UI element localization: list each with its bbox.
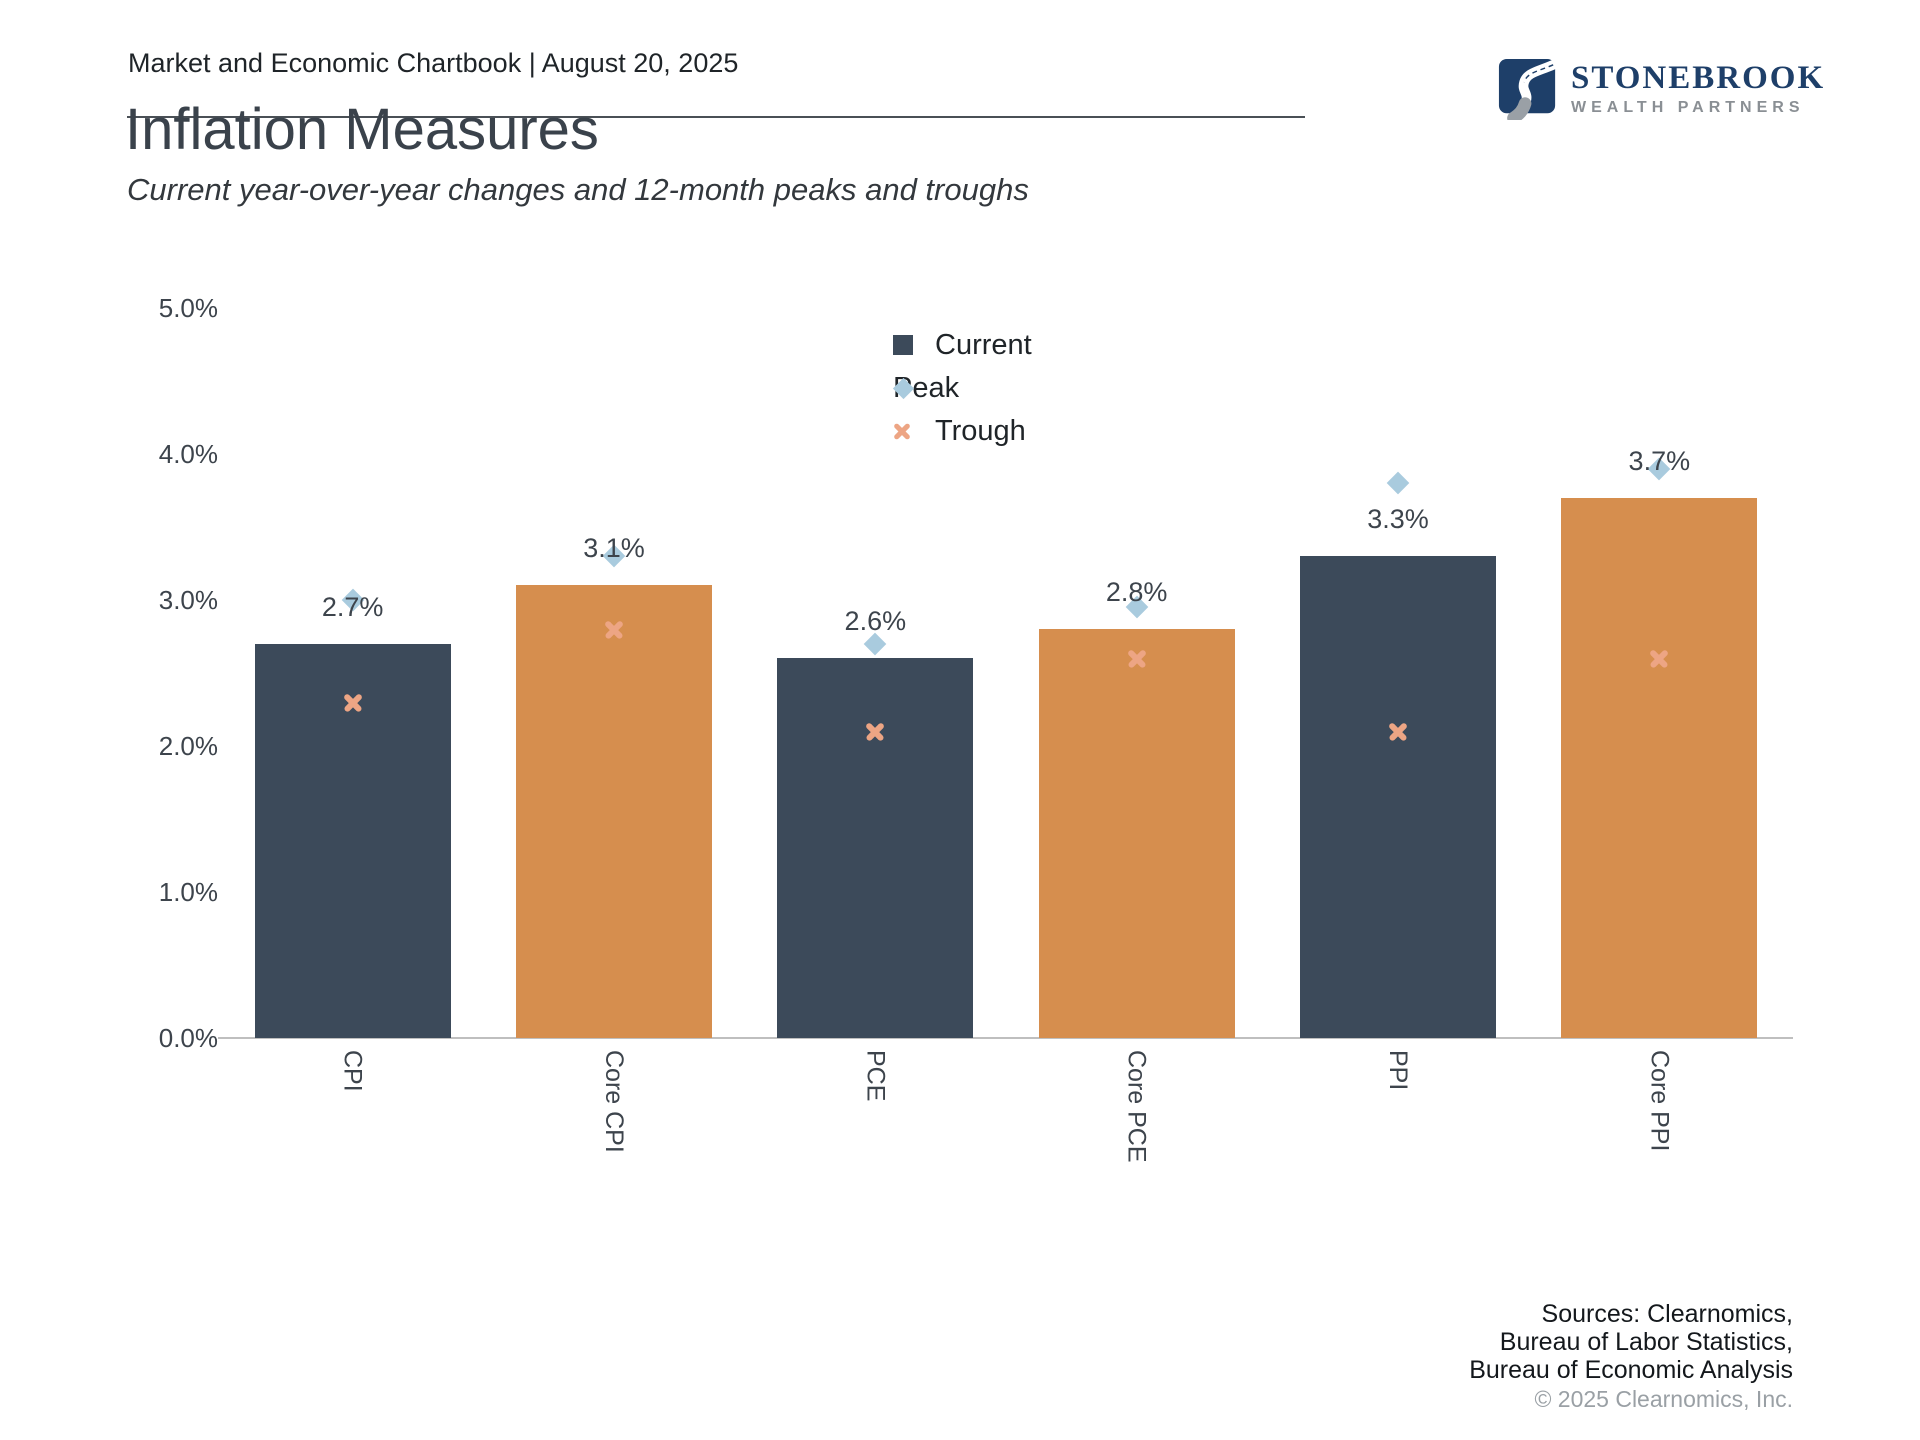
legend-item-current: Current <box>893 328 1032 361</box>
bar-value-label: 3.3% <box>1367 504 1429 535</box>
logo-tagline: WEALTH PARTNERS <box>1571 98 1805 116</box>
copyright: © 2025 Clearnomics, Inc. <box>1534 1386 1793 1412</box>
header-divider <box>127 116 1305 118</box>
legend-item-peak: Peak <box>892 372 1032 404</box>
legend-label-trough: Trough <box>935 414 1026 447</box>
source-line: Bureau of Labor Statistics, <box>1499 1328 1793 1356</box>
y-tick-label: 4.0% <box>158 439 218 469</box>
x-axis-category-label: Core CPI <box>600 1050 628 1153</box>
company-logo: STONEBROOK WEALTH PARTNERS <box>1497 58 1825 120</box>
bar-value-label: 2.8% <box>1105 577 1168 608</box>
page-subtitle: Current year-over-year changes and 12-mo… <box>127 172 1029 207</box>
logo-text: STONEBROOK WEALTH PARTNERS <box>1571 59 1826 117</box>
trough-marker <box>1387 720 1409 742</box>
trough-marker <box>342 691 364 713</box>
source-line: Bureau of Economic Analysis <box>1469 1356 1793 1384</box>
current-square-icon <box>893 335 913 355</box>
bar-ppi <box>1300 556 1496 1038</box>
bar-core-ppi <box>1561 497 1758 1038</box>
sources-block: Sources: Clearnomics, Bureau of Labor St… <box>1469 1300 1793 1413</box>
trough-marker <box>1126 647 1148 669</box>
legend-label-current: Current <box>935 328 1032 361</box>
trough-marker <box>864 720 886 742</box>
bar-value-label: 3.7% <box>1628 445 1691 476</box>
y-tick-label: 3.0% <box>158 585 218 615</box>
bar-core-cpi <box>516 585 712 1038</box>
bar-core-pce <box>1038 629 1235 1038</box>
x-axis-category-label: CPI <box>338 1050 367 1092</box>
y-tick-label: 1.0% <box>158 877 218 907</box>
stonebrook-road-icon <box>1498 58 1559 120</box>
y-tick-label: 5.0% <box>158 293 218 323</box>
x-axis-category-label: PPI <box>1384 1050 1412 1091</box>
logo-name: STONEBROOK <box>1571 59 1826 96</box>
x-axis-category-label: Core PCE <box>1122 1050 1151 1163</box>
x-axis-category-label: Core PPI <box>1645 1050 1674 1152</box>
trough-marker <box>603 618 625 640</box>
bar-value-label: 2.6% <box>844 606 907 637</box>
source-line: Sources: Clearnomics, <box>1541 1300 1793 1328</box>
bar-cpi <box>254 643 451 1038</box>
trough-marker <box>1648 647 1670 669</box>
y-tick-label: 0.0% <box>158 1023 218 1053</box>
peak-marker <box>1386 471 1410 495</box>
x-axis-line <box>218 1037 1793 1039</box>
bar-value-label: 3.1% <box>583 533 645 564</box>
legend-item-trough: Trough <box>893 414 1032 447</box>
bar-value-label: 2.7% <box>321 591 384 622</box>
bar-pce <box>777 658 974 1038</box>
y-tick-label: 2.0% <box>158 731 218 761</box>
chart-legend: Current Peak Trough <box>892 328 1032 459</box>
trough-x-icon <box>893 422 911 440</box>
page-title: Inflation Measures <box>125 97 599 162</box>
x-axis-category-label: PCE <box>861 1050 890 1102</box>
breadcrumb: Market and Economic Chartbook | August 2… <box>128 48 739 78</box>
